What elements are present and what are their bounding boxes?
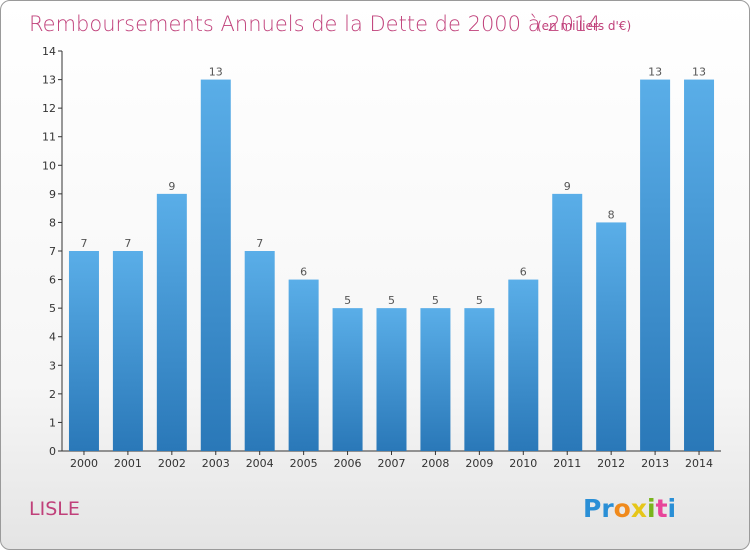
logo-letter: r [601, 494, 614, 523]
y-tick-label: 1 [49, 416, 56, 429]
y-tick-label: 8 [49, 216, 56, 229]
bar [200, 79, 231, 452]
data-label: 6 [300, 266, 307, 279]
y-tick-label: 9 [49, 188, 56, 201]
logo-letter: t [656, 494, 668, 523]
data-label: 8 [608, 208, 615, 221]
y-tick-label: 11 [42, 131, 56, 144]
data-label: 7 [80, 237, 87, 250]
bar [552, 193, 583, 451]
bar [684, 79, 715, 452]
x-tick-label: 2000 [70, 457, 98, 470]
y-tick-label: 6 [49, 274, 56, 287]
logo-letter: P [583, 494, 601, 523]
data-label: 6 [520, 266, 527, 279]
x-tick-label: 2005 [290, 457, 318, 470]
data-label: 7 [256, 237, 263, 250]
x-tick-label: 2012 [597, 457, 625, 470]
y-tick-label: 12 [42, 102, 56, 115]
x-tick-label: 2010 [509, 457, 537, 470]
y-tick-label: 2 [49, 388, 56, 401]
bar [112, 251, 143, 451]
proxiti-logo: Proxiti [583, 494, 676, 523]
x-tick-label: 2011 [553, 457, 581, 470]
bar [596, 222, 627, 451]
bar [420, 308, 451, 451]
bar [68, 251, 99, 451]
data-label: 9 [564, 180, 571, 193]
x-tick-label: 2007 [378, 457, 406, 470]
x-tick-labels: 2000 2001 2002 2003 2004 2005 2006 2007 2008 2009… [70, 457, 713, 470]
data-label: 13 [692, 66, 706, 79]
x-tick-label: 2002 [158, 457, 186, 470]
bar [376, 308, 407, 451]
y-tick-label: 0 [49, 445, 56, 458]
y-tick-label: 7 [49, 245, 56, 258]
x-tick-label: 2004 [246, 457, 274, 470]
data-label: 5 [432, 294, 439, 307]
x-tick-label: 2013 [641, 457, 669, 470]
x-tick-label: 2006 [334, 457, 362, 470]
y-tick-label: 5 [49, 302, 56, 315]
data-label: 5 [344, 294, 351, 307]
data-label: 13 [648, 66, 662, 79]
y-tick-label: 14 [42, 45, 56, 58]
data-label: 9 [168, 180, 175, 193]
data-labels: 7 7 9 13 7 6 5 5 5 5 6 9 8 13 13 [80, 66, 706, 308]
logo-letter: i [647, 494, 656, 523]
y-tick-label: 13 [42, 74, 56, 87]
y-tick-label: 4 [49, 331, 56, 344]
y-tick-label: 10 [42, 159, 56, 172]
data-label: 5 [476, 294, 483, 307]
logo-letter: x [631, 494, 647, 523]
bars [68, 79, 715, 452]
logo-letter: o [614, 494, 631, 523]
x-tick-label: 2009 [465, 457, 493, 470]
x-tick-label: 2001 [114, 457, 142, 470]
x-tick-label: 2003 [202, 457, 230, 470]
data-label: 5 [388, 294, 395, 307]
x-tick-label: 2014 [685, 457, 713, 470]
bar [508, 279, 539, 451]
chart-title: Remboursements Annuels de la Dette de 20… [29, 12, 601, 36]
chart-unit: (en milliers d'€) [537, 19, 631, 33]
logo-letter: i [668, 494, 677, 523]
commune-name: LISLE [29, 498, 80, 520]
bar [244, 251, 275, 451]
bar [288, 279, 319, 451]
y-tick-label: 3 [49, 359, 56, 372]
bar [640, 79, 671, 452]
data-label: 7 [124, 237, 131, 250]
x-tick-label: 2008 [421, 457, 449, 470]
data-label: 13 [209, 66, 223, 79]
bar [332, 308, 363, 451]
bar [464, 308, 495, 451]
bar [156, 193, 187, 451]
